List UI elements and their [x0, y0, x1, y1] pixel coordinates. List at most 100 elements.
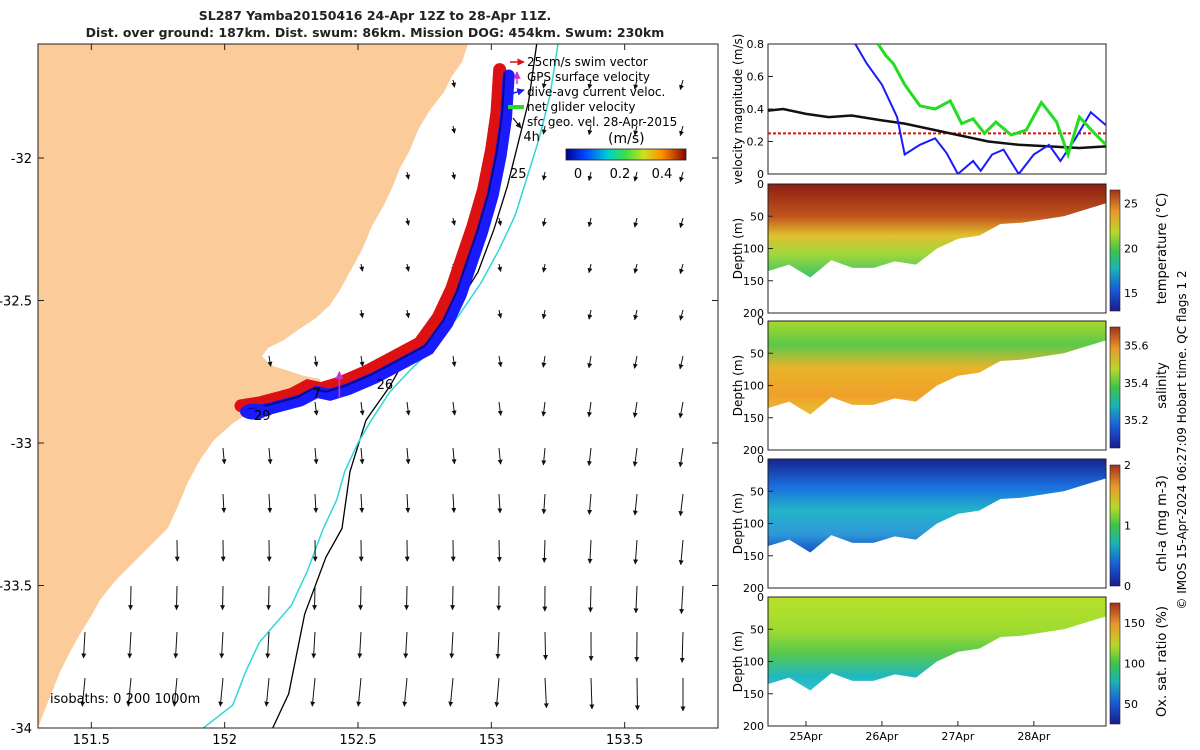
swim-vectors: [234, 63, 507, 413]
chla-section-ytick-label: 0: [757, 453, 764, 466]
sfc-geo-arrow: [679, 125, 684, 137]
sfc-geo-arrow: [356, 677, 362, 707]
oxygen-section-cbar-tick: 50: [1124, 698, 1138, 711]
colorbar-unit: (m/s): [608, 131, 645, 147]
sfc-geo-arrow: [404, 585, 410, 611]
sfc-geo-arrow: [588, 585, 594, 613]
salinity-section-field: [768, 321, 1106, 415]
sfc-geo-arrow: [587, 217, 593, 228]
sfc-geo-arrow: [678, 539, 684, 566]
salinity-section-ytick-label: 150: [743, 412, 764, 425]
legend-sfc-label: sfc geo. vel. 28-Apr-2015: [527, 115, 677, 129]
sfc-geo-arrow: [633, 585, 639, 614]
salinity-section: 0 50 100 150 200 Depth (m) 35.2 35.4 35.6 salinit…: [731, 315, 1170, 457]
oxygen-section-colorbar: [1109, 602, 1121, 725]
sfc-geo-arrow: [405, 217, 411, 226]
sfc-geo-arrow: [678, 355, 684, 370]
sfc-geo-arrow: [313, 493, 319, 513]
sfc-geo-arrow: [589, 677, 595, 710]
chla-section-colorbar: [1109, 464, 1121, 587]
sfc-geo-arrow: [451, 401, 457, 416]
sfc-geo-arrow: [220, 585, 226, 611]
figure-title-line2: Dist. over ground: 187km. Dist. swum: 86…: [85, 25, 665, 40]
salinity-section-ytick-label: 100: [743, 380, 764, 393]
sfc-geo-arrow: [541, 447, 547, 466]
oxygen-section-field: [768, 597, 1106, 691]
sfc-geo-arrow: [543, 677, 549, 709]
sfc-geo-arrow: [218, 677, 224, 707]
temperature-section: 0 50 100 150 200 Depth (m) 15 20 25 temperature (…: [731, 178, 1170, 320]
sfc-geo-arrow: [359, 355, 365, 367]
sfc-geo-arrow: [541, 539, 547, 563]
sfc-geo-arrow: [267, 493, 273, 513]
sfc-geo-arrow: [267, 447, 273, 465]
sfc-geo-arrow: [496, 539, 502, 563]
sfc-geo-arrow: [405, 309, 411, 319]
sfc-geo-arrow: [267, 355, 273, 367]
chla-section-field: [768, 459, 1106, 553]
sfc-geo-arrow: [497, 355, 503, 368]
sfc-geo-arrow: [632, 401, 638, 418]
map-legend: 25cm/s swim vector GPS surface velocity …: [508, 55, 677, 129]
sfc-geo-arrow: [265, 631, 271, 659]
figure-title-line1: SL287 Yamba20150416 24-Apr 12Z to 28-Apr…: [198, 8, 552, 23]
salinity-section-clabel: salinity: [1155, 362, 1170, 409]
sfc-geo-arrow: [448, 677, 454, 707]
sfc-geo-arrow: [405, 401, 411, 416]
temperature-section-field: [768, 184, 1106, 278]
sfc-geo-arrow: [587, 539, 593, 564]
sfc-geo-arrow: [633, 171, 639, 182]
colorbar-scale: [565, 148, 687, 161]
sfc-geo-arrow: [497, 447, 503, 465]
chla-section: 0 50 100 150 200 Depth (m) 0 1 2 chl-a (mg m-3): [731, 453, 1170, 595]
map-frame: [37, 43, 719, 729]
sfc-geo-arrow: [174, 585, 180, 611]
chla-section-cbar-tick: 0: [1124, 580, 1131, 593]
velocity-ytick-label: 0.2: [747, 136, 765, 149]
sfc-geo-arrow: [633, 263, 639, 274]
sfc-geo-arrow: [405, 447, 411, 465]
track-day-label: 26: [377, 378, 394, 393]
sfc-geo-arrow: [313, 447, 319, 465]
map-panel: 4h 25 26 7 29 151.5 152 152.5 153 153.5 -32 -32.5…: [0, 43, 719, 748]
isobaths-label: isobaths: 0 200 1000m: [50, 692, 200, 707]
track-day-label: 7: [313, 386, 321, 401]
sfc-geo-arrow: [497, 493, 503, 514]
map-x-ticks: 151.5 152 152.5 153 153.5: [73, 44, 643, 748]
sfc-geo-arrow: [587, 79, 593, 90]
oxygen-section: 0 50 100 150 200 Depth (m) 50 100 150 Ox. sat. ra…: [731, 591, 1170, 743]
legend-net-label: net glider velocity: [527, 100, 635, 114]
sfc-geo-arrow: [541, 125, 547, 135]
temperature-section-cbar-tick: 20: [1124, 242, 1138, 255]
sfc-geo-arrow: [219, 631, 225, 659]
sfc-geo-arrow: [313, 355, 319, 367]
sfc-geo-vel-arrows: [80, 79, 686, 712]
legend-dive-label: dive-avg current veloc.: [527, 85, 665, 99]
temperature-section-ytick-label: 50: [750, 210, 764, 223]
sfc-geo-arrow: [541, 263, 547, 273]
salinity-section-ytick-label: 50: [750, 347, 764, 360]
sfc-geo-arrow: [587, 355, 593, 369]
sfc-geo-arrow: [679, 217, 684, 229]
sfc-geo-arrow: [359, 263, 365, 272]
sfc-geo-arrow: [221, 493, 227, 513]
temperature-section-ytick-label: 150: [743, 275, 764, 288]
temperature-section-ytick-label: 0: [757, 178, 764, 191]
sfc-geo-arrow: [450, 585, 456, 611]
salinity-section-ylabel: Depth (m): [731, 355, 745, 416]
velocity-ytick-label: 0.6: [747, 71, 765, 84]
speed-colorbar: (m/s) 0 0.2 0.4: [565, 131, 687, 182]
sfc-geo-arrow: [678, 401, 684, 419]
glider-track: [234, 63, 515, 420]
sfc-geo-arrow: [405, 493, 411, 513]
oxygen-section-cbar-tick: 100: [1124, 658, 1145, 671]
sfc-geo-arrow: [172, 677, 178, 707]
chla-section-clabel: chl-a (mg m-3): [1155, 475, 1170, 572]
chla-section-ylabel: Depth (m): [731, 493, 745, 554]
colorbar-tick-2: 0.4: [652, 167, 673, 182]
sfc-geo-arrow: [587, 493, 593, 515]
chla-section-ytick-label: 50: [750, 485, 764, 498]
sfc-geo-arrow: [359, 447, 365, 465]
sfc-geo-arrow: [633, 309, 639, 321]
